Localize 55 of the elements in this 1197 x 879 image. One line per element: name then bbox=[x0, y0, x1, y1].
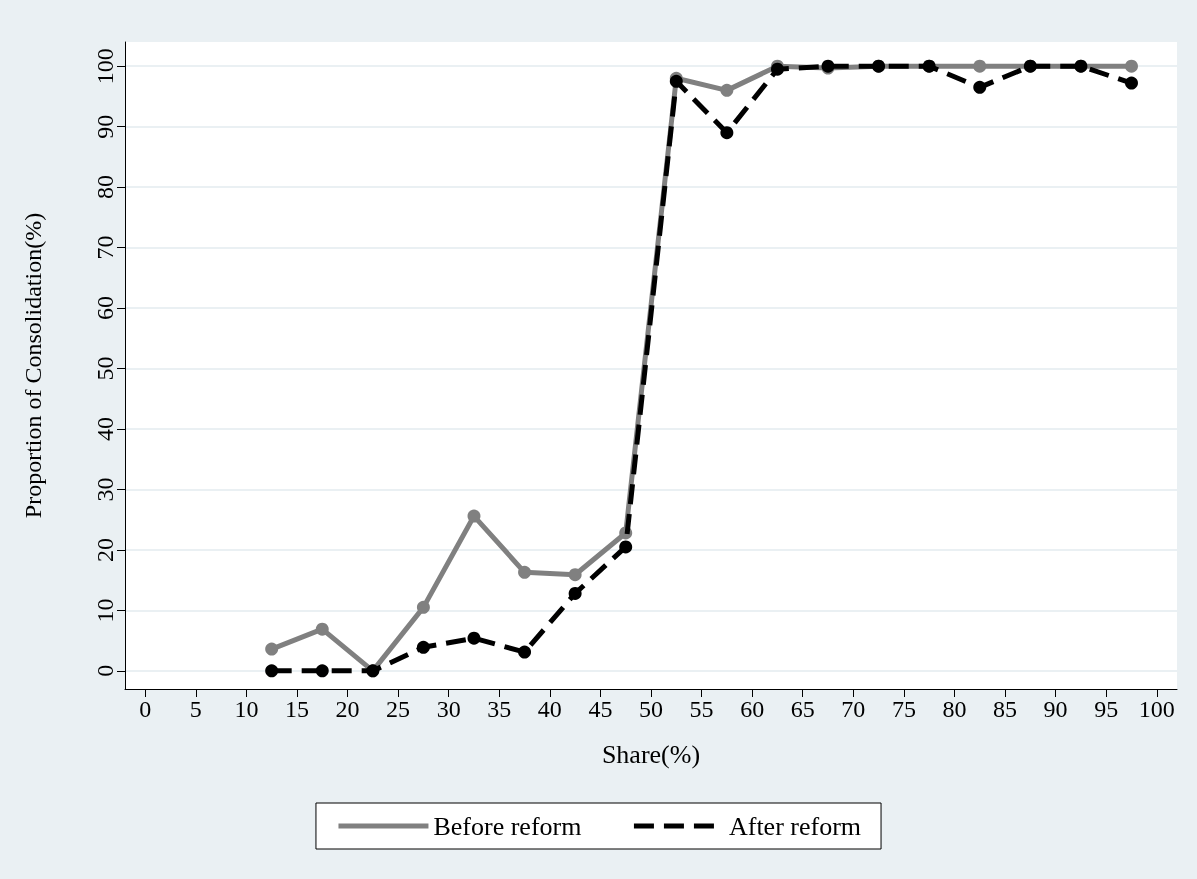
x-tick-label: 85 bbox=[993, 696, 1018, 722]
x-tick-label: 60 bbox=[740, 696, 765, 722]
point bbox=[720, 83, 734, 97]
x-tick-label: 15 bbox=[284, 696, 309, 722]
x-tick-label: 30 bbox=[436, 696, 461, 722]
x-tick-label: 20 bbox=[335, 696, 360, 722]
x-tick-label: 65 bbox=[790, 696, 815, 722]
point bbox=[1124, 76, 1138, 90]
x-tick-label: 80 bbox=[942, 696, 967, 722]
y-tick-label: 20 bbox=[92, 537, 118, 562]
y-tick-label: 100 bbox=[92, 48, 118, 85]
point bbox=[518, 645, 532, 659]
x-tick-label: 75 bbox=[891, 696, 916, 722]
x-tick-label: 55 bbox=[689, 696, 714, 722]
y-tick-label: 90 bbox=[92, 114, 118, 139]
point bbox=[265, 664, 279, 678]
x-tick-label: 40 bbox=[537, 696, 562, 722]
point bbox=[467, 509, 481, 523]
point bbox=[315, 664, 329, 678]
x-axis-title: Share(%) bbox=[601, 739, 701, 769]
y-tick-label: 30 bbox=[92, 477, 118, 502]
point bbox=[416, 600, 430, 614]
point bbox=[315, 622, 329, 636]
x-tick-label: 0 bbox=[139, 696, 152, 722]
x-tick-label: 100 bbox=[1138, 696, 1175, 722]
x-tick-label: 10 bbox=[234, 696, 259, 722]
x-tick-label: 45 bbox=[588, 696, 613, 722]
x-tick-label: 50 bbox=[639, 696, 663, 722]
point bbox=[720, 126, 734, 140]
y-axis-title: Proportion of Consolidation(%) bbox=[20, 212, 46, 519]
y-tick-label: 0 bbox=[92, 664, 118, 677]
point bbox=[1124, 59, 1138, 73]
point bbox=[416, 640, 430, 654]
y-tick-label: 80 bbox=[92, 175, 118, 200]
legend-label: Before reform bbox=[433, 811, 582, 841]
y-tick-label: 50 bbox=[92, 356, 118, 381]
point bbox=[973, 59, 987, 73]
x-tick-label: 70 bbox=[841, 696, 866, 722]
point bbox=[518, 565, 532, 579]
x-tick-label: 35 bbox=[487, 696, 512, 722]
x-tick-label: 5 bbox=[189, 696, 202, 722]
x-tick-label: 95 bbox=[1094, 696, 1119, 722]
point bbox=[619, 540, 633, 554]
x-tick-label: 90 bbox=[1043, 696, 1068, 722]
y-tick-label: 60 bbox=[92, 296, 118, 321]
x-tick-label: 25 bbox=[386, 696, 411, 722]
point bbox=[265, 642, 279, 656]
y-tick-label: 10 bbox=[92, 598, 118, 623]
point bbox=[568, 568, 582, 582]
point bbox=[467, 631, 481, 645]
y-tick-label: 70 bbox=[92, 235, 118, 260]
point bbox=[973, 80, 987, 94]
y-tick-label: 40 bbox=[92, 416, 118, 441]
legend-label: After reform bbox=[728, 811, 862, 841]
point bbox=[568, 586, 582, 600]
